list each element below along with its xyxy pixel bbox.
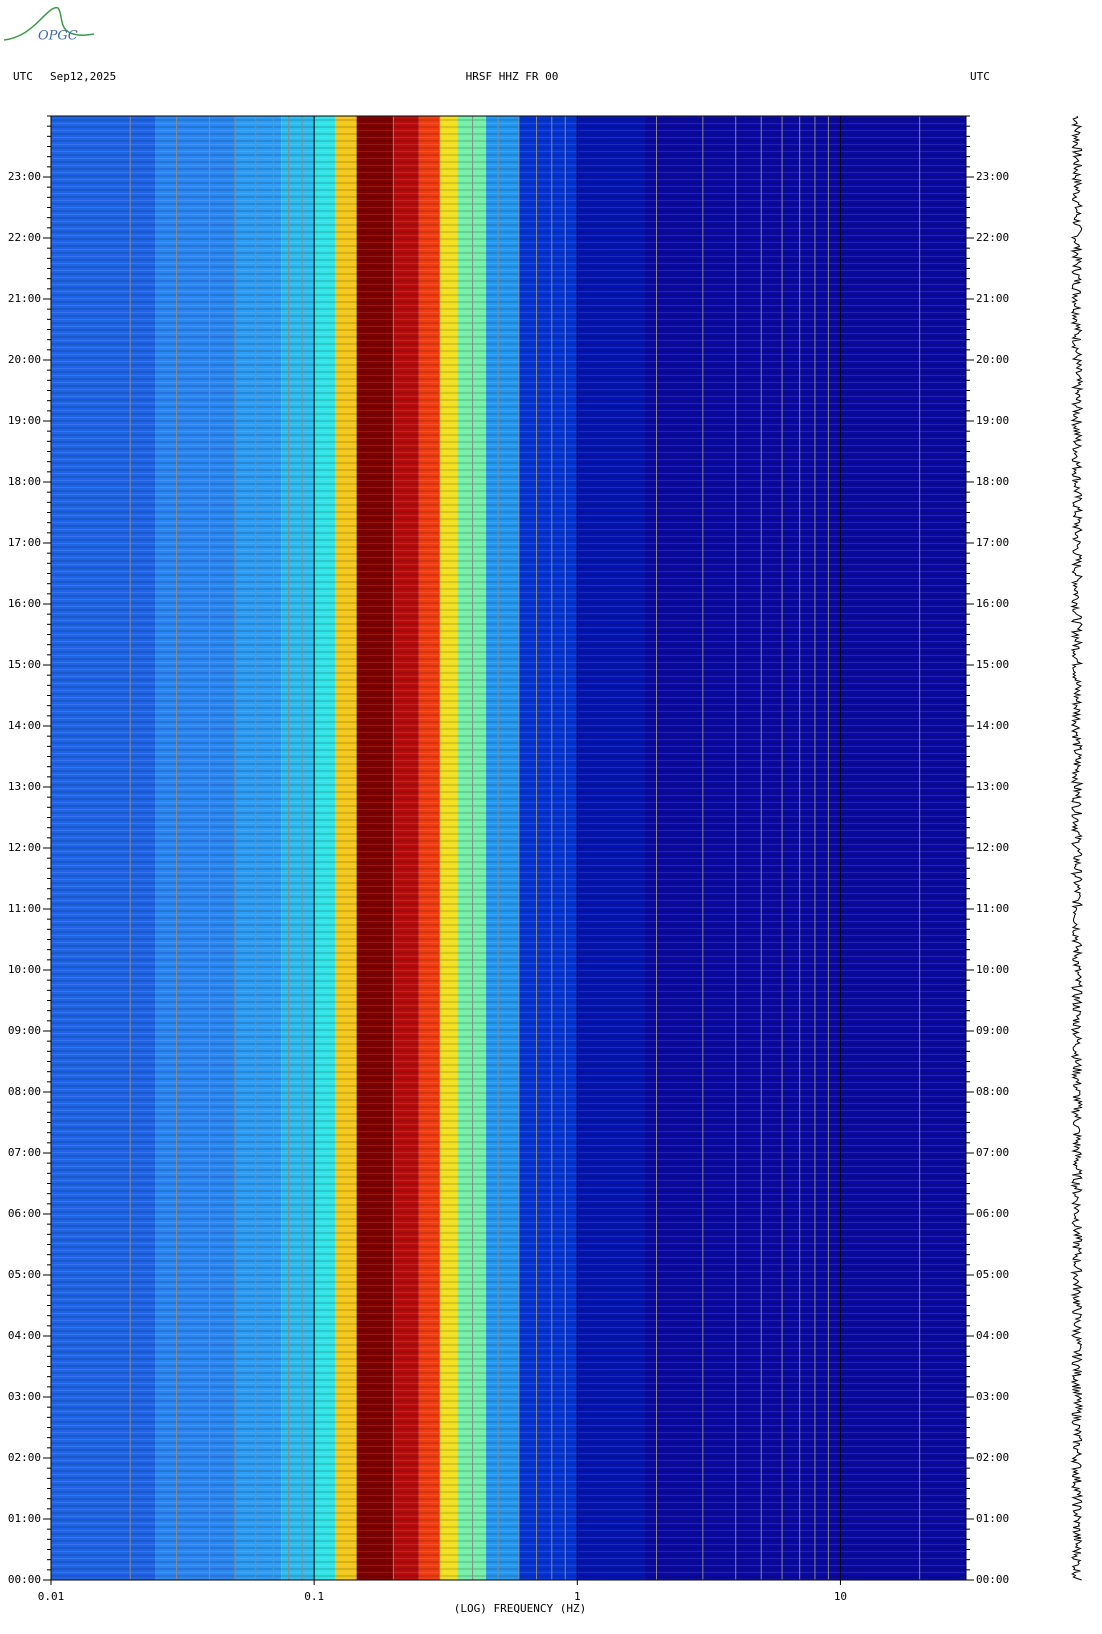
y-tick-label: 08:00 (8, 1085, 41, 1098)
date: Sep12,2025 (50, 70, 116, 83)
texture (51, 116, 966, 1580)
y-tick-label-right: 21:00 (976, 292, 1009, 305)
left-label: UTC (13, 70, 33, 83)
y-tick-label-right: 10:00 (976, 963, 1009, 976)
y-tick-label: 00:00 (8, 1573, 41, 1586)
x-tick-label: 0.1 (304, 1590, 324, 1603)
y-tick-label-right: 00:00 (976, 1573, 1009, 1586)
y-tick-label-right: 01:00 (976, 1512, 1009, 1525)
y-tick-label-right: 22:00 (976, 231, 1009, 244)
y-tick-label: 17:00 (8, 536, 41, 549)
y-tick-label-right: 08:00 (976, 1085, 1009, 1098)
y-tick-label: 01:00 (8, 1512, 41, 1525)
y-tick-label-right: 03:00 (976, 1390, 1009, 1403)
y-tick-label: 09:00 (8, 1024, 41, 1037)
y-tick-label-right: 06:00 (976, 1207, 1009, 1220)
y-tick-label: 18:00 (8, 475, 41, 488)
x-tick-label: 10 (834, 1590, 847, 1603)
seismogram-trace (1070, 115, 1084, 1581)
y-tick-label: 23:00 (8, 170, 41, 183)
y-tick-label-right: 18:00 (976, 475, 1009, 488)
y-tick-label: 10:00 (8, 963, 41, 976)
y-tick-label: 07:00 (8, 1146, 41, 1159)
y-tick-label: 12:00 (8, 841, 41, 854)
x-axis-label: (LOG) FREQUENCY (HZ) (454, 1602, 586, 1615)
plot: 0.01 0.1 1 10 00:00 00:00 01:00 01:00 02:00 02:00… (8, 115, 1009, 1603)
y-tick-label-right: 09:00 (976, 1024, 1009, 1037)
y-tick-label: 02:00 (8, 1451, 41, 1464)
y-tick-label-right: 04:00 (976, 1329, 1009, 1342)
y-tick-label-right: 05:00 (976, 1268, 1009, 1281)
y-tick-label-right: 19:00 (976, 414, 1009, 427)
y-tick-label: 05:00 (8, 1268, 41, 1281)
y-tick-label: 11:00 (8, 902, 41, 915)
y-tick-label-right: 02:00 (976, 1451, 1009, 1464)
y-tick-label-right: 20:00 (976, 353, 1009, 366)
y-tick-label: 20:00 (8, 353, 41, 366)
plot-frame (50, 115, 967, 1581)
y-tick-label-right: 13:00 (976, 780, 1009, 793)
y-tick-label-right: 23:00 (976, 170, 1009, 183)
y-tick-label-right: 16:00 (976, 597, 1009, 610)
y-tick-label-right: 12:00 (976, 841, 1009, 854)
chart-title: HRSF HHZ FR 00 (466, 70, 559, 83)
y-tick-label: 19:00 (8, 414, 41, 427)
y-tick-label-right: 14:00 (976, 719, 1009, 732)
right-label: UTC (970, 70, 990, 83)
y-tick-label: 21:00 (8, 292, 41, 305)
x-tick-label: 1 (574, 1590, 581, 1603)
logo-text: OPGC (38, 29, 78, 44)
y-tick-label-right: 17:00 (976, 536, 1009, 549)
x-tick-label: 0.01 (38, 1590, 65, 1603)
y-tick-label: 04:00 (8, 1329, 41, 1342)
y-tick-label: 22:00 (8, 231, 41, 244)
y-tick-label: 14:00 (8, 719, 41, 732)
y-tick-label-right: 11:00 (976, 902, 1009, 915)
logo: OPGC (3, 6, 95, 44)
y-tick-label: 06:00 (8, 1207, 41, 1220)
y-tick-label: 03:00 (8, 1390, 41, 1403)
y-tick-label-right: 15:00 (976, 658, 1009, 671)
y-tick-label: 16:00 (8, 597, 41, 610)
y-tick-label: 15:00 (8, 658, 41, 671)
y-tick-label-right: 07:00 (976, 1146, 1009, 1159)
y-tick-label: 13:00 (8, 780, 41, 793)
